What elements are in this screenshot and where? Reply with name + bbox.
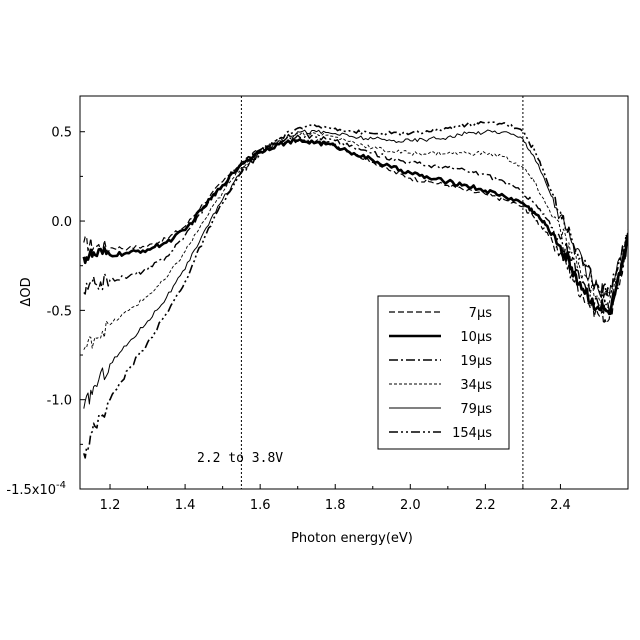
x-tick-label: 1.8 (325, 498, 346, 513)
x-tick-label: 2.0 (400, 498, 421, 513)
series-line-4 (84, 132, 628, 350)
x-tick-label: 2.4 (550, 498, 571, 513)
y-axis-ticks: 0.5 0.0 -0.5 -1.0 -1.5x10-4 (6, 126, 85, 498)
y-axis-label: ΔOD (19, 277, 34, 306)
y-tick-label: -0.5 (47, 304, 72, 319)
y-tick-label: -1.0 (47, 394, 72, 409)
series-line-2 (84, 139, 628, 314)
legend-label-2: 10μs (460, 330, 492, 345)
voltage-annotation: 2.2 to 3.8V (197, 451, 283, 466)
legend-label-1: 7μs (469, 306, 493, 321)
legend-label-6: 154μs (452, 426, 492, 441)
x-tick-label: 2.2 (475, 498, 496, 513)
legend-label-5: 79μs (460, 402, 492, 417)
legend: 7μs 10μs 19μs 34μs 79μs 154μs (378, 296, 509, 449)
legend-label-4: 34μs (460, 378, 492, 393)
x-tick-label: 1.4 (175, 498, 196, 513)
x-tick-label: 1.2 (100, 498, 121, 513)
y-tick-label: -1.5x10-4 (6, 480, 66, 498)
x-axis-ticks: 1.2 1.4 1.6 1.8 2.0 2.2 2.4 (100, 484, 571, 513)
series-line-5 (84, 130, 628, 409)
x-axis-label: Photon energy(eV) (291, 531, 413, 546)
series-layer (84, 122, 628, 458)
x-tick-label: 1.6 (250, 498, 271, 513)
series-line-1 (84, 139, 628, 324)
series-line-6 (84, 122, 628, 458)
plot-frame (80, 96, 628, 489)
y-tick-label: 0.5 (51, 126, 72, 141)
legend-label-3: 19μs (460, 354, 492, 369)
y-tick-label: 0.0 (51, 215, 72, 230)
